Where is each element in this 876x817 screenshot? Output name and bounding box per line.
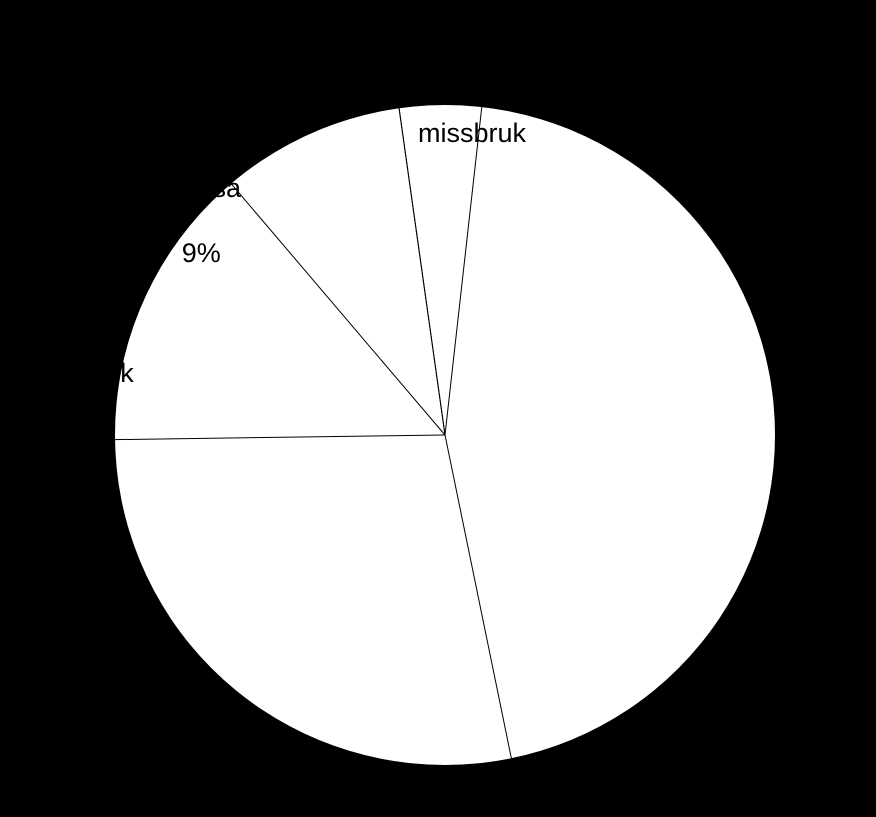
label-text: missbruk <box>418 118 526 148</box>
label-hemlosa-psykisk: Hemlösa med psykisk ohälsa 9% <box>112 10 276 269</box>
label-text: missbruk <box>26 358 134 388</box>
label-text: 9% <box>182 238 221 268</box>
label-hemlosa: Hemlösa 28% <box>270 720 392 817</box>
label-text: ohälsa <box>162 173 242 203</box>
label-text: Hemlösa <box>285 753 392 783</box>
label-text: Hemlösa <box>148 43 255 73</box>
label-text: 14% <box>53 423 107 453</box>
label-text: narkotika <box>25 293 135 323</box>
label-injektions: Injektions missbruk <box>400 20 529 150</box>
label-text: med psykisk <box>127 108 276 138</box>
label-text: Tungt <box>46 228 114 258</box>
label-text: Injektions <box>415 53 529 83</box>
